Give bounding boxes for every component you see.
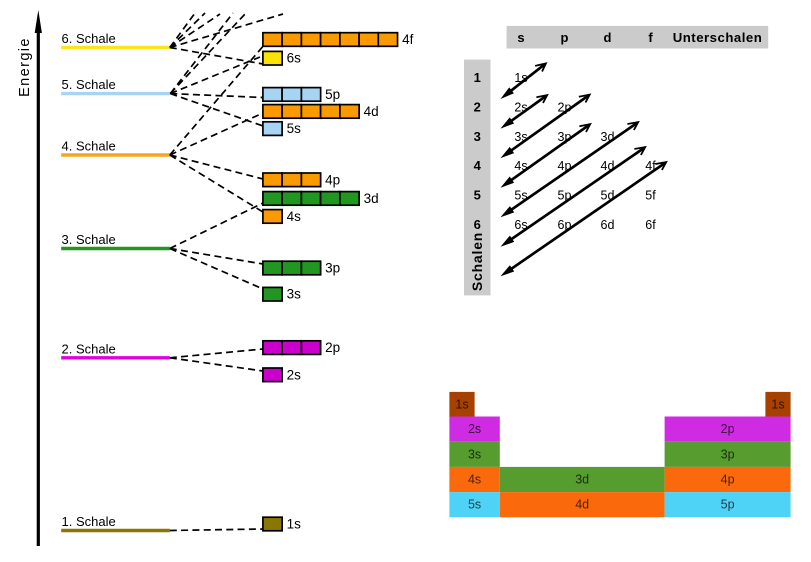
svg-text:3: 3 (474, 129, 481, 144)
svg-text:2p: 2p (325, 340, 340, 355)
svg-text:5p: 5p (721, 498, 735, 512)
svg-text:4s: 4s (468, 473, 481, 487)
svg-text:6: 6 (474, 217, 481, 232)
svg-text:4d: 4d (364, 104, 379, 119)
svg-text:5: 5 (474, 188, 481, 203)
svg-text:4: 4 (474, 158, 482, 173)
svg-text:1s: 1s (771, 398, 784, 412)
svg-text:6f: 6f (645, 218, 656, 232)
svg-text:Unterschalen: Unterschalen (673, 30, 763, 45)
svg-text:2p: 2p (721, 422, 735, 436)
svg-text:p: p (561, 30, 569, 45)
svg-text:5f: 5f (645, 189, 656, 203)
svg-text:2: 2 (474, 99, 481, 114)
svg-text:5p: 5p (325, 87, 340, 102)
svg-text:1: 1 (474, 70, 481, 85)
svg-text:5s: 5s (468, 498, 481, 512)
svg-text:3d: 3d (575, 473, 589, 487)
svg-text:4f: 4f (645, 159, 656, 173)
svg-text:3. Schale: 3. Schale (62, 232, 116, 247)
svg-text:6d: 6d (601, 218, 615, 232)
svg-text:6s: 6s (287, 51, 302, 66)
svg-text:6. Schale: 6. Schale (62, 31, 116, 46)
svg-text:5s: 5s (287, 121, 302, 136)
svg-text:1. Schale: 1. Schale (62, 514, 116, 529)
svg-text:3p: 3p (325, 261, 340, 276)
svg-text:3d: 3d (364, 191, 379, 206)
svg-text:3s: 3s (468, 447, 481, 461)
svg-text:2s: 2s (287, 367, 302, 382)
svg-text:d: d (604, 30, 612, 45)
svg-text:Energie: Energie (17, 37, 33, 97)
svg-text:4. Schale: 4. Schale (62, 139, 116, 154)
svg-text:5. Schale: 5. Schale (62, 77, 116, 92)
svg-text:4f: 4f (402, 32, 414, 47)
svg-text:4p: 4p (325, 172, 340, 187)
svg-text:s: s (517, 30, 524, 45)
svg-text:1s: 1s (287, 517, 302, 532)
svg-text:2. Schale: 2. Schale (62, 341, 116, 356)
svg-text:6s: 6s (514, 218, 527, 232)
svg-text:4s: 4s (287, 209, 302, 224)
svg-text:4d: 4d (575, 498, 589, 512)
svg-text:3s: 3s (287, 287, 302, 302)
svg-text:1s: 1s (455, 398, 468, 412)
svg-text:f: f (648, 30, 653, 45)
svg-text:2s: 2s (468, 422, 481, 436)
svg-text:3p: 3p (721, 447, 735, 461)
svg-text:4p: 4p (721, 473, 735, 487)
svg-text:Schalen: Schalen (469, 232, 485, 291)
